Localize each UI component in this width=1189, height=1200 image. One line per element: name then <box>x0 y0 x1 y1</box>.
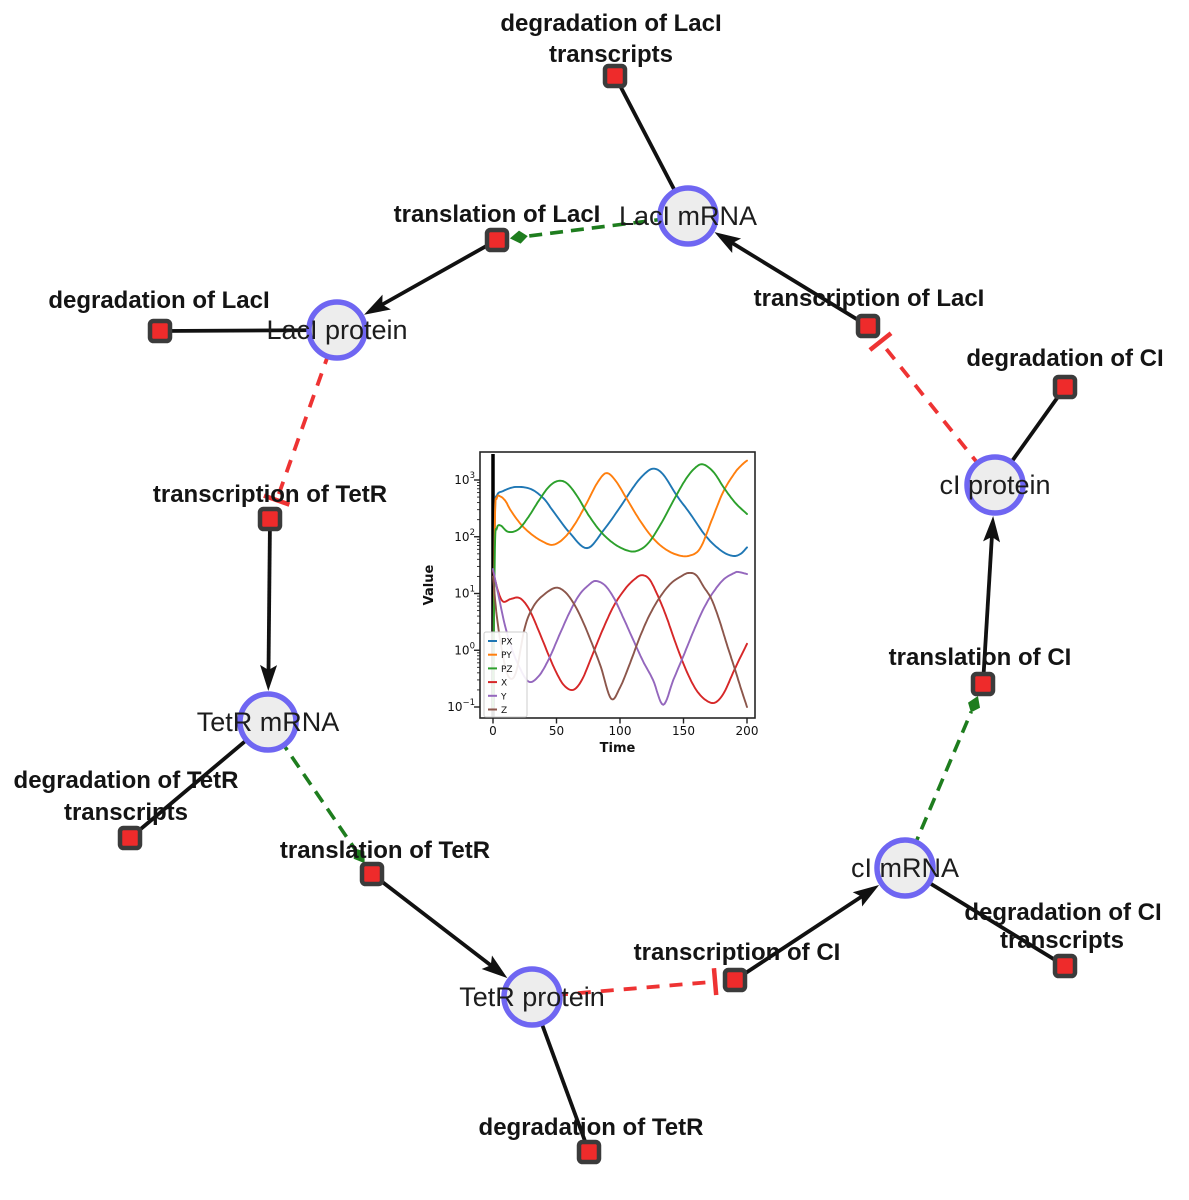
y-tick-label: 103 <box>454 471 475 487</box>
edge-tc_tetr-tetr_mrna <box>260 518 278 692</box>
species-node-tetr_protein[interactable] <box>501 966 563 1028</box>
series-line-x <box>492 569 748 705</box>
plot-frame <box>479 451 756 719</box>
catalysis-arrowhead-icon <box>509 230 528 244</box>
species-label-tetr_mrna: TetR mRNA <box>197 707 340 737</box>
reaction-label-tc_ci: transcription of CI <box>634 939 841 966</box>
inhibition-bar-icon <box>868 331 893 352</box>
x-tick-label: 0 <box>489 724 497 738</box>
y-tick-label: 10−1 <box>447 698 475 714</box>
arrowhead-icon <box>714 232 742 253</box>
x-tick-label: 150 <box>672 724 695 738</box>
species-label-ci_mrna: cI mRNA <box>851 853 959 883</box>
inset-chart: 0 50 100 150 20010−1100101102103TimeValuePXP… <box>422 451 759 756</box>
species-label-laci_mrna: LacI mRNA <box>619 201 757 231</box>
reaction-label-tc_laci: transcription of LacI <box>754 285 985 312</box>
nodes-layer <box>117 63 1078 1165</box>
edge-tc_laci-laci_mrna <box>714 232 869 328</box>
x-tick-label: 200 <box>736 724 759 738</box>
arrowhead-icon <box>481 955 508 979</box>
reaction-node-tc_ci[interactable] <box>722 967 748 993</box>
reaction-label-deg_ci: degradation of CI <box>966 345 1163 372</box>
arrowhead-icon <box>983 515 1001 543</box>
series-line-py <box>492 459 748 708</box>
reaction-node-tl_ci[interactable] <box>970 671 996 697</box>
legend-entry-label: X <box>501 679 507 689</box>
y-tick-label: 100 <box>454 641 475 657</box>
species-node-ci_protein[interactable] <box>964 454 1026 516</box>
reaction-label-tl_tetr: translation of TetR <box>280 837 490 864</box>
chart-legend: PX PY PZ XYZ <box>483 631 528 718</box>
reaction-node-deg_ci_tx[interactable] <box>1052 953 1078 979</box>
reaction-label-tc_tetr: transcription of TetR <box>153 481 387 508</box>
reaction-node-tl_laci[interactable] <box>484 227 510 253</box>
reaction-label-deg_tetr_tx: degradation of TetR <box>14 767 239 794</box>
species-node-tetr_mrna[interactable] <box>237 691 299 753</box>
reaction-node-deg_laci[interactable] <box>147 318 173 344</box>
series-line-px <box>492 467 748 698</box>
edge-tl_ci-ci_protein <box>981 515 1001 685</box>
reaction-node-deg_laci_tx[interactable] <box>602 63 628 89</box>
reaction-node-tl_tetr[interactable] <box>359 861 385 887</box>
arrowhead-icon <box>260 664 278 692</box>
catalysis-arrowhead-icon <box>353 848 365 864</box>
x-tick-label: 50 <box>549 724 564 738</box>
legend-entry-label: PZ <box>501 665 513 675</box>
edge-tl_tetr-tetr_protein <box>370 872 508 979</box>
reaction-label-deg_ci_tx: degradation of CI <box>964 899 1161 926</box>
reaction-label-deg_tetr_tx: transcripts <box>64 799 188 826</box>
reaction-label-deg_ci_tx: transcripts <box>1000 927 1124 954</box>
species-node-laci_protein[interactable] <box>306 299 368 361</box>
inhibition-bar-icon <box>263 493 291 507</box>
species-label-laci_protein: LacI protein <box>266 315 407 345</box>
reaction-node-tc_laci[interactable] <box>855 313 881 339</box>
species-label-tetr_protein: TetR protein <box>459 982 605 1012</box>
reaction-label-tl_laci: translation of LacI <box>394 201 601 228</box>
legend-entry-label: Y <box>500 692 507 702</box>
reaction-label-deg_laci: degradation of LacI <box>48 287 269 314</box>
legend-entry-label: Z <box>501 706 507 716</box>
labels-layer: LacI mRNA LacI protein cI protein TetR mRNA… <box>14 10 1164 1141</box>
series-line-y <box>492 568 748 706</box>
catalysis-arrowhead-icon <box>968 695 981 713</box>
species-label-ci_protein: cI protein <box>939 470 1050 500</box>
reaction-label-deg_tetr: degradation of TetR <box>479 1114 704 1141</box>
arrowhead-icon <box>852 885 880 907</box>
y-tick-label: 101 <box>454 585 475 601</box>
reaction-label-tl_ci: translation of CI <box>889 644 1072 671</box>
inhibition-bar-icon <box>711 968 719 996</box>
x-tick-label: 100 <box>609 724 632 738</box>
y-axis-title: Value <box>422 564 437 605</box>
edge-tc_ci-ci_mrna <box>733 885 880 982</box>
reaction-label-deg_laci_tx: degradation of LacI <box>500 10 721 37</box>
series-line-pz <box>492 463 748 708</box>
reaction-node-deg_tetr[interactable] <box>576 1139 602 1165</box>
y-tick-label: 102 <box>454 528 475 544</box>
reaction-node-tc_tetr[interactable] <box>257 506 283 532</box>
x-axis-title: Time <box>600 741 636 756</box>
arrowhead-icon <box>364 294 391 315</box>
legend-entry-label: PY <box>501 651 512 661</box>
reaction-node-deg_tetr_tx[interactable] <box>117 825 143 851</box>
species-node-laci_mrna[interactable] <box>657 185 719 247</box>
legend-entry-label: PX <box>501 638 513 648</box>
edge-ci_mrna-deg_ci_tx <box>904 866 1066 968</box>
series-line-z <box>492 571 748 708</box>
reaction-label-deg_laci_tx: transcripts <box>549 41 673 68</box>
edge-tl_laci-laci_protein <box>364 238 498 315</box>
species-node-ci_mrna[interactable] <box>874 837 936 899</box>
reaction-node-deg_ci[interactable] <box>1052 374 1078 400</box>
